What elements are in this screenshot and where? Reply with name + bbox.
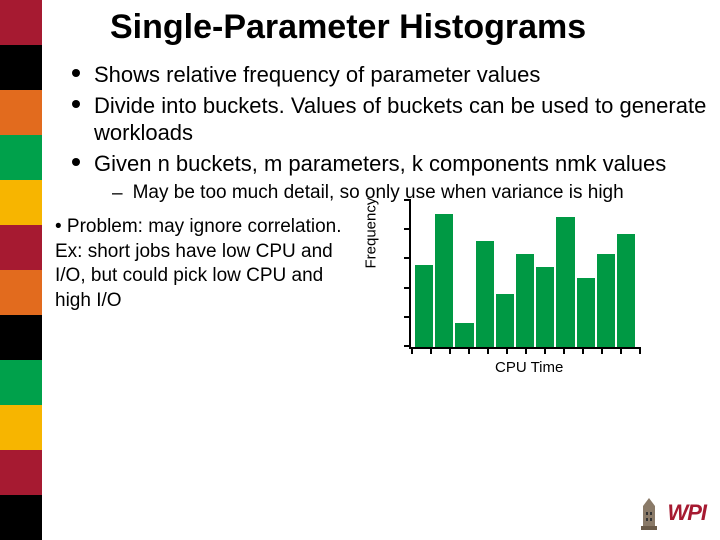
bullet-dot-icon	[72, 69, 80, 77]
bullet-text: Given n buckets, m parameters, k compone…	[94, 150, 666, 178]
sidebar-stripe	[0, 90, 42, 135]
sidebar-stripe	[0, 135, 42, 180]
x-tick	[525, 347, 527, 354]
sidebar-stripe	[0, 225, 42, 270]
bullet-item: Divide into buckets. Values of buckets c…	[72, 92, 708, 147]
x-tick	[544, 347, 546, 354]
bullet-text: Shows relative frequency of parameter va…	[94, 61, 540, 89]
chart-plot-area	[409, 201, 639, 349]
sidebar-stripe	[0, 45, 42, 90]
bullet-dot-icon	[72, 158, 80, 166]
sidebar-stripe	[0, 495, 42, 540]
chart-bar	[455, 323, 473, 347]
wpi-logo: WPI	[637, 496, 706, 530]
y-tick	[404, 345, 411, 347]
y-tick	[404, 257, 411, 259]
histogram-chart: Frequency CPU Time	[375, 195, 655, 370]
x-axis-label: CPU Time	[495, 359, 563, 376]
tower-icon	[637, 496, 661, 530]
dash-icon: –	[112, 183, 123, 205]
x-tick	[506, 347, 508, 354]
x-tick	[582, 347, 584, 354]
decorative-sidebar	[0, 0, 42, 540]
bullet-item: Shows relative frequency of parameter va…	[72, 61, 708, 89]
x-tick	[563, 347, 565, 354]
x-tick	[601, 347, 603, 354]
sidebar-stripe	[0, 315, 42, 360]
sidebar-stripe	[0, 405, 42, 450]
slide-title: Single-Parameter Histograms	[110, 8, 708, 47]
x-tick	[449, 347, 451, 354]
y-axis-label: Frequency	[363, 198, 380, 269]
chart-bar	[597, 254, 615, 347]
chart-bar	[496, 294, 514, 347]
chart-bar	[516, 254, 534, 347]
bullet-list: Shows relative frequency of parameter va…	[72, 61, 708, 205]
y-tick	[404, 287, 411, 289]
chart-bar	[476, 241, 494, 347]
lower-region: • Problem: may ignore correlation. Ex: s…	[50, 215, 708, 370]
x-tick	[468, 347, 470, 354]
y-tick	[404, 228, 411, 230]
chart-bar	[415, 265, 433, 347]
x-tick	[411, 347, 413, 354]
logo-text: WPI	[667, 500, 706, 526]
sidebar-stripe	[0, 0, 42, 45]
y-tick	[404, 199, 411, 201]
sidebar-stripe	[0, 180, 42, 225]
sidebar-stripe	[0, 360, 42, 405]
bullet-item: Given n buckets, m parameters, k compone…	[72, 150, 708, 178]
problem-note: • Problem: may ignore correlation. Ex: s…	[55, 215, 355, 314]
chart-bar	[435, 214, 453, 347]
sidebar-stripe	[0, 450, 42, 495]
sidebar-stripe	[0, 270, 42, 315]
bullet-dot-icon	[72, 100, 80, 108]
bullet-text: Divide into buckets. Values of buckets c…	[94, 92, 708, 147]
x-tick	[639, 347, 641, 354]
chart-bar	[536, 267, 554, 347]
chart-bar	[556, 217, 574, 347]
chart-bar	[617, 234, 635, 347]
chart-bar	[577, 278, 595, 347]
x-tick	[620, 347, 622, 354]
x-tick	[487, 347, 489, 354]
slide-content: Single-Parameter Histograms Shows relati…	[50, 8, 708, 532]
x-tick	[430, 347, 432, 354]
y-tick	[404, 316, 411, 318]
